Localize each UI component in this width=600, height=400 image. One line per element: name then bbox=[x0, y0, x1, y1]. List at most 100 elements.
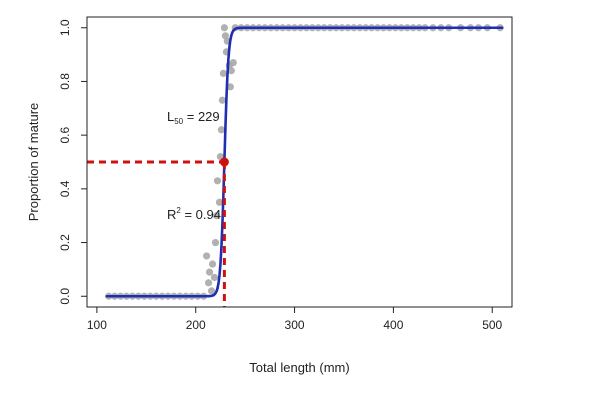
curve-marker bbox=[421, 26, 425, 30]
data-point bbox=[219, 69, 227, 77]
curve-marker bbox=[141, 294, 144, 298]
curve-marker bbox=[322, 26, 326, 30]
curve-marker bbox=[469, 26, 472, 30]
x-tick-label: 200 bbox=[186, 318, 206, 332]
x-tick-label: 100 bbox=[87, 318, 107, 332]
curve-marker bbox=[109, 294, 113, 298]
l50-value: = 229 bbox=[183, 109, 220, 124]
curve-marker bbox=[315, 26, 318, 30]
curve-marker bbox=[449, 26, 453, 30]
curve-marker bbox=[243, 26, 247, 30]
curve-marker bbox=[125, 294, 128, 298]
l50-subscript: 50 bbox=[174, 117, 183, 126]
curve-marker bbox=[425, 26, 429, 30]
curve-marker bbox=[188, 294, 192, 298]
curve-marker bbox=[437, 26, 441, 30]
y-tick-label: 0.8 bbox=[58, 73, 72, 90]
data-point bbox=[220, 24, 228, 32]
curve-marker bbox=[346, 26, 350, 30]
data-point bbox=[229, 59, 237, 67]
curve-marker bbox=[228, 46, 231, 50]
curve-marker bbox=[500, 26, 504, 30]
curve-marker bbox=[220, 245, 223, 249]
plot-frame bbox=[86, 16, 513, 308]
curve-marker bbox=[362, 26, 366, 30]
data-point bbox=[215, 198, 224, 206]
curve-marker bbox=[113, 294, 116, 298]
x-axis: 100 200 300 400 500 bbox=[87, 307, 503, 332]
curve-marker bbox=[287, 26, 290, 30]
curve-marker bbox=[433, 26, 437, 30]
curve-marker bbox=[168, 294, 172, 298]
x-tick-label: 400 bbox=[383, 318, 403, 332]
curve-marker bbox=[386, 26, 389, 30]
curve-marker bbox=[481, 26, 484, 30]
curve-marker bbox=[382, 26, 385, 30]
fitted-curve bbox=[105, 26, 504, 298]
curve-marker bbox=[496, 26, 500, 30]
curve-marker bbox=[152, 294, 156, 298]
curve-marker bbox=[267, 26, 271, 30]
l50-annotation: L50 = 229 bbox=[167, 109, 220, 126]
logistic-curve bbox=[106, 26, 503, 298]
curve-marker bbox=[251, 26, 255, 30]
curve-marker bbox=[366, 26, 369, 30]
y-tick-label: 0.6 bbox=[58, 126, 72, 143]
curve-marker bbox=[291, 26, 294, 30]
x-axis-label: Total length (mm) bbox=[249, 360, 349, 375]
curve-marker bbox=[160, 294, 164, 298]
r2-prefix: R bbox=[167, 207, 176, 222]
curve-marker bbox=[148, 294, 152, 298]
y-tick-label: 0.2 bbox=[58, 234, 72, 251]
data-point bbox=[205, 268, 214, 276]
r2-annotation: R2 = 0.94 bbox=[167, 206, 221, 222]
curve-marker bbox=[247, 26, 251, 30]
data-point bbox=[208, 260, 217, 268]
curve-marker bbox=[176, 294, 180, 298]
y-tick-label: 1.0 bbox=[58, 19, 72, 36]
curve-marker bbox=[239, 26, 243, 30]
x-tick-label: 300 bbox=[285, 318, 305, 332]
curve-marker bbox=[318, 26, 322, 30]
curve-marker bbox=[390, 26, 393, 30]
curve-marker bbox=[283, 26, 286, 30]
curve-marker bbox=[204, 294, 207, 298]
l50-prefix: L bbox=[167, 109, 174, 124]
curve-marker bbox=[133, 294, 136, 298]
curve-marker bbox=[492, 26, 496, 30]
curve-marker bbox=[216, 287, 219, 290]
curve-marker bbox=[378, 26, 381, 30]
data-point bbox=[202, 252, 211, 260]
curve-marker bbox=[445, 26, 449, 30]
curve-marker bbox=[342, 26, 346, 30]
curve-marker bbox=[145, 294, 148, 298]
curve-marker bbox=[394, 26, 397, 30]
curve-marker bbox=[121, 294, 124, 298]
curve-marker bbox=[192, 294, 196, 298]
curve-marker bbox=[488, 26, 492, 30]
curve-marker bbox=[326, 26, 330, 30]
curve-marker bbox=[208, 294, 211, 298]
x-tick-label: 500 bbox=[482, 318, 502, 332]
data-point bbox=[226, 83, 234, 91]
curve-marker bbox=[307, 26, 310, 30]
data-point bbox=[211, 238, 220, 247]
curve-marker bbox=[405, 26, 409, 30]
curve-marker bbox=[401, 26, 405, 30]
curve-marker bbox=[330, 26, 334, 30]
data-point bbox=[218, 96, 227, 104]
curve-marker bbox=[370, 26, 373, 30]
curve-marker bbox=[334, 26, 338, 30]
data-point bbox=[207, 287, 216, 295]
l50-point bbox=[219, 157, 229, 167]
curve-marker bbox=[485, 26, 488, 30]
data-point bbox=[204, 279, 213, 287]
curve-marker bbox=[117, 294, 120, 298]
curve-marker bbox=[184, 294, 188, 298]
data-point bbox=[212, 212, 221, 220]
curve-marker bbox=[105, 294, 109, 298]
curve-marker bbox=[350, 26, 354, 30]
curve-marker bbox=[196, 294, 199, 298]
curve-marker bbox=[271, 26, 275, 30]
curve-marker bbox=[465, 26, 468, 30]
